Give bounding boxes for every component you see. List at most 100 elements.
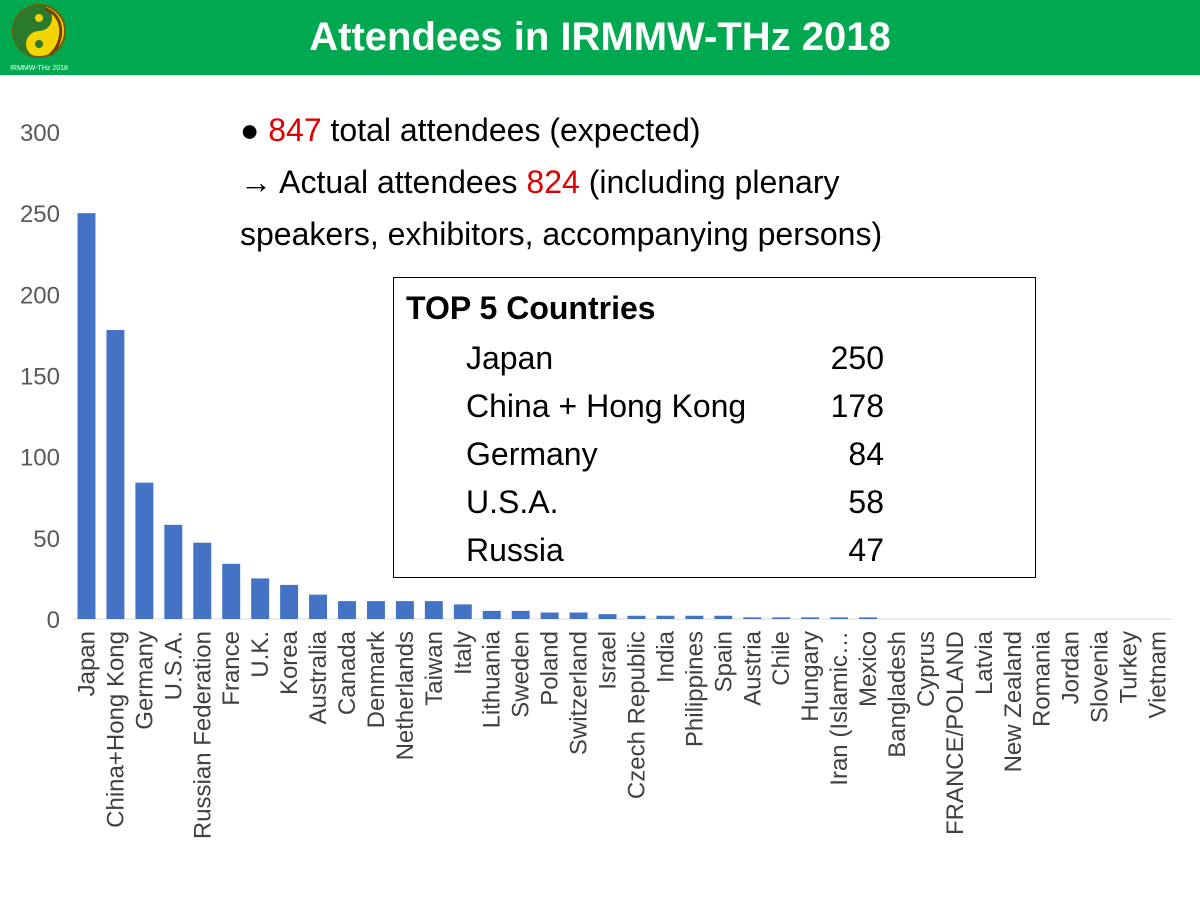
x-tick-label: Romania	[1029, 630, 1056, 727]
bar	[395, 601, 414, 619]
x-tick-label: Israel	[595, 631, 622, 690]
top5-country-count: 58	[848, 484, 884, 520]
y-tick-label: 100	[20, 445, 60, 472]
x-tick-label: Sweden	[508, 631, 535, 718]
conference-logo: IRMMW-THz 2018	[10, 4, 68, 72]
actual-attendees-value: 824	[526, 164, 580, 200]
x-tick-label: FRANCE/POLAND	[942, 631, 969, 835]
bar	[222, 563, 241, 619]
bar	[511, 610, 530, 619]
x-tick-label: Canada	[334, 630, 361, 715]
top5-country-count: 250	[830, 340, 884, 376]
x-tick-label: Philippines	[681, 631, 708, 747]
bar	[366, 601, 385, 619]
bar	[251, 578, 270, 619]
bar	[772, 617, 791, 619]
y-tick-label: 250	[20, 201, 60, 228]
x-tick-label: Denmark	[363, 630, 390, 728]
bar	[135, 482, 154, 619]
x-tick-label: Poland	[537, 631, 564, 706]
actual-attendees-prefix: Actual attendees	[272, 164, 527, 200]
bar	[685, 615, 704, 619]
x-tick-label: Bangladesh	[884, 631, 911, 758]
bar	[482, 610, 501, 619]
expected-attendees-line: ● 847 total attendees (expected)	[240, 112, 701, 149]
bar	[627, 615, 646, 619]
y-tick-label: 50	[33, 526, 60, 553]
bar	[77, 213, 96, 619]
bar	[830, 617, 849, 619]
x-tick-label: Mexico	[855, 631, 882, 707]
y-tick-label: 0	[47, 607, 60, 634]
title-bar: IRMMW-THz 2018 Attendees in IRMMW-THz 20…	[0, 0, 1200, 75]
x-tick-label: Jordan	[1058, 631, 1085, 704]
x-tick-label: India	[652, 630, 679, 683]
y-tick-label: 200	[20, 282, 60, 309]
bar	[280, 584, 299, 619]
x-tick-label: Italy	[450, 631, 477, 675]
x-tick-label: Spain	[710, 631, 737, 692]
x-tick-label: Lithuania	[479, 630, 506, 728]
bar	[309, 594, 328, 619]
bar	[338, 601, 356, 619]
bar	[859, 617, 878, 619]
bullet-icon: ●	[240, 112, 260, 148]
top5-country-count: 84	[848, 436, 884, 472]
top5-countries-box: TOP 5 Countries Japan 250 China + Hong K…	[393, 277, 1036, 578]
x-tick-label: Chile	[768, 631, 795, 686]
bar	[424, 601, 443, 619]
x-tick-label: Iran (Islamic…	[826, 631, 853, 786]
bar	[656, 615, 675, 619]
x-tick-label: Hungary	[797, 631, 824, 722]
top5-country-name: U.S.A.	[466, 484, 559, 520]
bar	[106, 330, 125, 619]
x-tick-label: Cyprus	[913, 631, 940, 707]
top5-country-count: 178	[830, 388, 884, 424]
x-tick-label: Turkey	[1116, 631, 1143, 703]
bar-series	[77, 213, 878, 619]
x-tick-label: Korea	[276, 630, 303, 695]
x-tick-label: Czech Republic	[623, 631, 650, 799]
bar	[714, 615, 733, 619]
actual-attendees-suffix: (including plenary	[579, 164, 840, 200]
top5-country-name: China + Hong Kong	[466, 388, 747, 424]
top5-title: TOP 5 Countries	[406, 290, 656, 326]
x-tick-label: Germany	[131, 631, 158, 730]
x-tick-label: Latvia	[971, 630, 998, 695]
bar	[453, 604, 472, 619]
expected-attendees-value: 847	[268, 112, 322, 148]
x-tick-label: Vietnam	[1145, 631, 1172, 719]
x-axis: Japan China+Hong Kong Germany U.S.A. Russian…	[73, 630, 1171, 839]
x-tick-label: Austria	[739, 630, 766, 705]
top5-country-name: Russia	[466, 532, 564, 568]
arrow-right-icon: →	[240, 164, 272, 200]
x-tick-label: U.S.A.	[160, 631, 187, 700]
x-tick-label: U.K.	[247, 631, 274, 678]
bar	[164, 524, 183, 619]
x-tick-label: Russian Federation	[189, 631, 216, 839]
top5-country-name: Germany	[466, 436, 598, 472]
x-tick-label: Australia	[305, 630, 332, 724]
expected-attendees-text: total attendees (expected)	[321, 112, 701, 148]
x-tick-label: China+Hong Kong	[102, 631, 129, 828]
x-tick-label: France	[218, 631, 245, 706]
svg-text:IRMMW-THz 2018: IRMMW-THz 2018	[10, 65, 68, 72]
bar	[569, 612, 588, 619]
bar	[193, 542, 212, 619]
x-tick-label: Netherlands	[392, 631, 419, 760]
x-tick-label: Slovenia	[1087, 630, 1114, 723]
y-axis: 0 50 100 150 200 250 300	[20, 120, 60, 634]
x-tick-label: Switzerland	[566, 631, 593, 755]
top5-country-count: 47	[848, 532, 884, 568]
actual-attendees-line: → Actual attendees 824 (including plenar…	[240, 164, 840, 201]
slide-title: Attendees in IRMMW-THz 2018	[309, 15, 891, 59]
x-tick-label: New Zealand	[1000, 631, 1027, 772]
top5-country-name: Japan	[466, 340, 554, 376]
bar	[540, 612, 559, 619]
x-tick-label: Japan	[73, 631, 100, 696]
y-tick-label: 150	[20, 364, 60, 391]
attendees-note-line: speakers, exhibitors, accompanying perso…	[240, 216, 883, 252]
y-tick-label: 300	[20, 120, 60, 147]
bar	[598, 614, 617, 619]
bar	[801, 617, 820, 619]
